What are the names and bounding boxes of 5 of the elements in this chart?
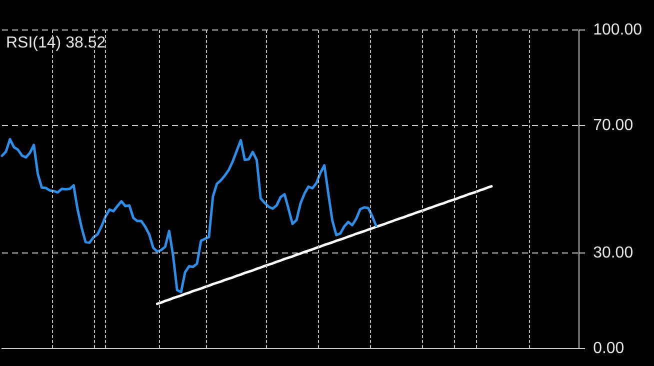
y-tick-label: 30.00 [593,244,634,262]
y-tick-label: 100.00 [593,21,642,38]
chart-title: RSI(14) 38.52 [6,34,106,52]
y-tick-label: 0.00 [593,340,624,357]
y-tick-label: 70.00 [593,116,634,134]
